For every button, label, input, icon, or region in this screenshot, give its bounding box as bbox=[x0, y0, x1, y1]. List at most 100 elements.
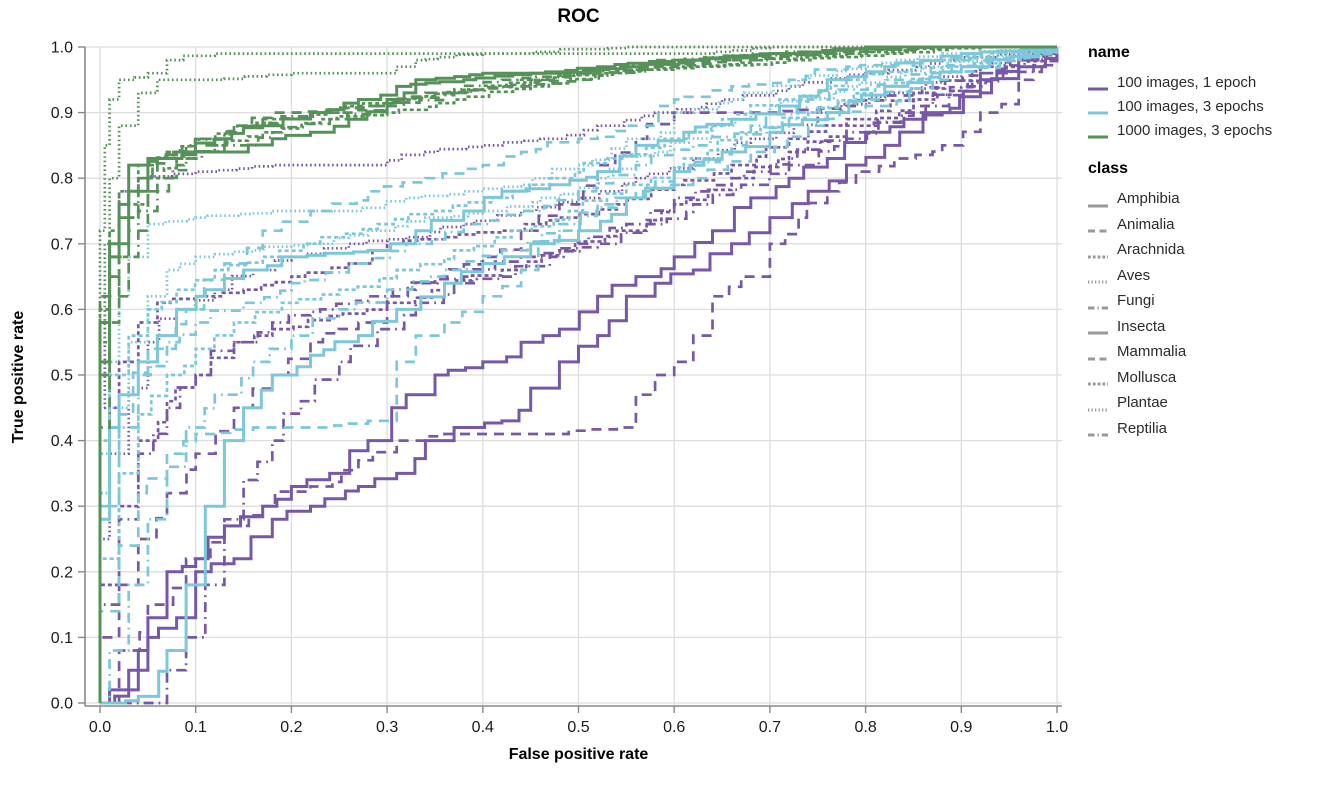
y-tick-label: 0.9 bbox=[51, 105, 73, 122]
legend-swatch-line bbox=[1088, 433, 1108, 437]
x-tick-label: 0.0 bbox=[89, 719, 111, 736]
legend-item-class-4: Fungi bbox=[1088, 288, 1336, 314]
legend-swatch-shortdash-line bbox=[1088, 247, 1108, 259]
legend-swatch-purple bbox=[1088, 79, 1108, 91]
gridlines bbox=[85, 46, 1062, 705]
roc-curve-insecta-5 bbox=[100, 47, 1059, 705]
legend-item-label: Fungi bbox=[1117, 292, 1155, 310]
legend-swatch-line bbox=[1088, 135, 1108, 139]
chart-title: ROC bbox=[557, 6, 600, 27]
legend-item-name-2: 1000 images, 3 epochs bbox=[1088, 118, 1336, 142]
y-tick-label: 0.3 bbox=[51, 499, 73, 516]
legend-swatch-green bbox=[1088, 127, 1108, 139]
legend-swatch-line bbox=[1088, 111, 1108, 115]
x-tick-label: 0.4 bbox=[472, 719, 494, 736]
legend-item-label: Plantae bbox=[1117, 394, 1168, 412]
x-tick-label: 0.1 bbox=[185, 719, 207, 736]
roc-curve-aves-23 bbox=[98, 45, 1057, 703]
legend-swatch-shortdash-line bbox=[1088, 374, 1108, 386]
roc-curve-mollusca-17 bbox=[98, 47, 1059, 703]
legend-item-label: Reptilia bbox=[1117, 419, 1168, 437]
legend-swatch-line bbox=[1088, 87, 1108, 91]
legend-swatch-dashdot-line bbox=[1088, 298, 1108, 310]
x-tick-label: 0.2 bbox=[280, 719, 302, 736]
roc-curve-animalia-11 bbox=[98, 47, 1059, 703]
x-axis-title: False positive rate bbox=[508, 746, 649, 763]
legend-item-class-7: Mollusca bbox=[1088, 365, 1336, 391]
y-axis-title: True positive rate bbox=[10, 310, 27, 444]
legend-item-name-1: 100 images, 3 epochs bbox=[1088, 94, 1336, 118]
legend-item-class-2: Arachnida bbox=[1088, 237, 1336, 263]
legend-item-class-1: Animalia bbox=[1088, 212, 1336, 238]
roc-curve-plantae-18 bbox=[98, 47, 1059, 703]
legend-item-class-0: Amphibia bbox=[1088, 186, 1336, 212]
legend-swatch-dashed-line bbox=[1088, 349, 1108, 361]
legend-item-class-3: Aves bbox=[1088, 263, 1336, 289]
legend-item-label: Animalia bbox=[1117, 215, 1175, 233]
roc-curve-fungi-14 bbox=[98, 47, 1059, 703]
legend-swatch-dashed-line bbox=[1088, 221, 1108, 233]
legend-swatch-line bbox=[1088, 229, 1108, 233]
legend-swatch-line bbox=[1088, 382, 1108, 386]
legend-swatch-dashdot-line bbox=[1088, 425, 1108, 437]
y-tick-label: 0.6 bbox=[51, 302, 73, 319]
legend-item-name-0: 100 images, 1 epoch bbox=[1088, 70, 1336, 94]
legend: name 100 images, 1 epoch 100 images, 3 e… bbox=[1088, 44, 1336, 441]
legend-swatch-dotted-line bbox=[1088, 400, 1108, 412]
roc-curve-insecta-25 bbox=[98, 45, 1057, 703]
roc-curve-mammalia-6 bbox=[100, 47, 1059, 705]
y-tick-label: 0.1 bbox=[51, 630, 73, 647]
legend-item-label: Amphibia bbox=[1117, 190, 1180, 208]
x-tick-label: 0.6 bbox=[663, 719, 685, 736]
y-tick-label: 0.8 bbox=[51, 171, 73, 188]
x-tick-label: 0.3 bbox=[376, 719, 398, 736]
legend-swatch-line bbox=[1088, 357, 1108, 361]
roc-curve-fungi-4 bbox=[98, 47, 1059, 703]
legend-swatch-line bbox=[1088, 331, 1108, 335]
legend-swatch-line bbox=[1088, 306, 1108, 310]
legend-item-label: Mammalia bbox=[1117, 343, 1187, 361]
legend-item-label: Insecta bbox=[1117, 317, 1166, 335]
legend-class-header: class bbox=[1088, 160, 1129, 177]
legend-item-class-8: Plantae bbox=[1088, 390, 1336, 416]
roc-curve-amphibia-0 bbox=[100, 47, 1059, 705]
legend-name-header: name bbox=[1088, 44, 1130, 61]
legend-item-label: 100 images, 3 epochs bbox=[1117, 97, 1264, 115]
legend-item-label: Mollusca bbox=[1117, 368, 1177, 386]
legend-item-class-5: Insecta bbox=[1088, 314, 1336, 340]
legend-item-label: Aves bbox=[1117, 266, 1151, 284]
legend-swatch-dotted-line bbox=[1088, 272, 1108, 284]
y-tick-label: 0.2 bbox=[51, 564, 73, 581]
x-tick-label: 0.7 bbox=[759, 719, 781, 736]
x-tick-label: 0.9 bbox=[950, 719, 972, 736]
x-tick-label: 0.8 bbox=[854, 719, 876, 736]
axes: 0.0 0.1 0.2 0.3 0.4 0.5 0.6 0.7 0.8 0.9 1.0 0.0 0.1 0… bbox=[51, 40, 1068, 737]
roc-curve-reptilia-29 bbox=[98, 45, 1057, 703]
legend-item-class-9: Reptilia bbox=[1088, 416, 1336, 442]
roc-curve-plantae-28 bbox=[98, 45, 1057, 703]
x-tick-label: 0.5 bbox=[567, 719, 589, 736]
legend-swatch-line bbox=[1088, 204, 1108, 208]
y-tick-label: 0.7 bbox=[51, 236, 73, 253]
roc-curve-mollusca-27 bbox=[98, 45, 1057, 703]
legend-item-class-6: Mammalia bbox=[1088, 339, 1336, 365]
legend-item-label: 100 images, 1 epoch bbox=[1117, 73, 1257, 91]
legend-swatch-cyan bbox=[1088, 103, 1108, 115]
roc-curves bbox=[98, 45, 1059, 705]
y-tick-label: 0.5 bbox=[51, 368, 73, 385]
roc-curve-arachnida-12 bbox=[98, 47, 1059, 703]
roc-curve-amphibia-10 bbox=[98, 47, 1059, 703]
legend-swatch-solid-line bbox=[1088, 196, 1108, 208]
y-tick-label: 0.0 bbox=[51, 696, 73, 713]
roc-curve-aves-13 bbox=[98, 47, 1059, 703]
legend-swatch-solid-line bbox=[1088, 323, 1108, 335]
legend-swatch-line bbox=[1088, 280, 1108, 284]
roc-curve-mammalia-16 bbox=[98, 47, 1059, 703]
legend-item-label: 1000 images, 3 epochs bbox=[1117, 121, 1273, 139]
x-tick-label: 1.0 bbox=[1046, 719, 1068, 736]
y-tick-label: 0.4 bbox=[51, 433, 73, 450]
legend-swatch-line bbox=[1088, 255, 1108, 259]
legend-item-label: Arachnida bbox=[1117, 241, 1185, 259]
